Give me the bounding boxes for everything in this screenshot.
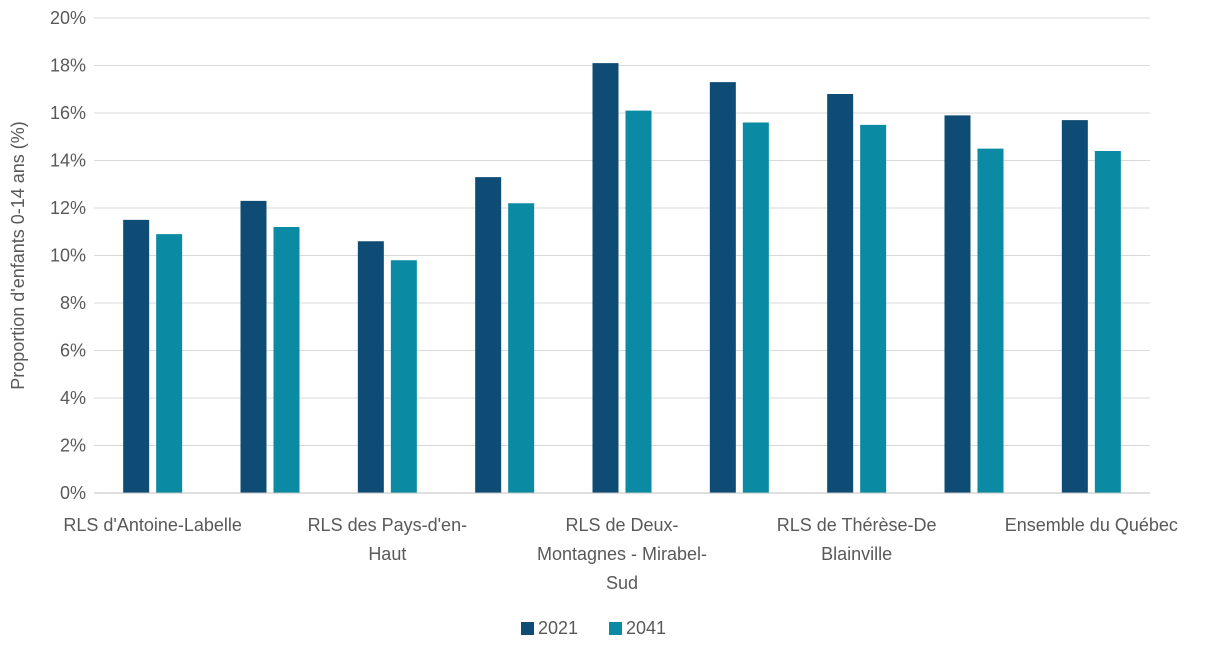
bar-2021-c1 <box>240 200 267 493</box>
bar-2041-c1 <box>273 227 300 493</box>
y-tick-label: 2% <box>60 436 86 456</box>
bar-2041-c5 <box>742 122 769 493</box>
legend: 2021 2041 <box>521 618 666 638</box>
y-tick-label: 12% <box>50 198 86 218</box>
bar-2041-c4 <box>625 110 652 493</box>
y-tick-label: 8% <box>60 293 86 313</box>
bar-2021-c8 <box>1061 120 1088 493</box>
bar-2041-c2 <box>390 260 417 493</box>
x-category-label: Ensemble du Québec <box>1005 515 1178 535</box>
bar-2021-c0 <box>123 219 150 493</box>
bar-2041-c7 <box>977 148 1004 493</box>
bar-2021-c4 <box>592 63 619 493</box>
bar-2041-c6 <box>860 124 887 493</box>
y-tick-label: 14% <box>50 151 86 171</box>
legend-swatch-2021 <box>521 622 534 635</box>
x-category-label: RLS des Pays-d'en-Haut <box>308 515 468 564</box>
y-tick-label: 0% <box>60 483 86 503</box>
bar-2021-c7 <box>944 115 971 493</box>
x-category-label: RLS de Deux-Montagnes - Mirabel-Sud <box>537 515 707 593</box>
bar-2041-c0 <box>156 234 183 493</box>
y-tick-label: 4% <box>60 388 86 408</box>
x-category-label: RLS d'Antoine-Labelle <box>63 515 242 535</box>
y-axis-title: Proportion d'enfants 0-14 ans (%) <box>8 121 28 390</box>
y-tick-label: 16% <box>50 103 86 123</box>
bar-2021-c5 <box>709 82 736 493</box>
legend-label-2041: 2041 <box>626 618 666 638</box>
bars <box>123 63 1121 493</box>
y-tick-label: 20% <box>50 8 86 28</box>
y-axis-ticks: 0% 2% 4% 6% 8% 10% 12% 14% 16% 18% 20% <box>50 8 86 503</box>
bar-2041-c3 <box>508 203 535 493</box>
y-tick-label: 10% <box>50 246 86 266</box>
x-category-label: RLS de Thérèse-De Blainville <box>777 515 937 564</box>
y-tick-label: 18% <box>50 56 86 76</box>
gridlines <box>94 17 1150 446</box>
bar-2021-c2 <box>357 241 384 493</box>
x-axis-category-labels: RLS d'Antoine-Labelle RLS des Pays-d'en-H… <box>63 515 1178 593</box>
legend-swatch-2041 <box>609 622 622 635</box>
y-tick-label: 6% <box>60 341 86 361</box>
bar-2041-c8 <box>1094 151 1121 493</box>
bar-2021-c3 <box>475 177 502 493</box>
bar-2021-c6 <box>827 94 854 493</box>
legend-label-2021: 2021 <box>538 618 578 638</box>
